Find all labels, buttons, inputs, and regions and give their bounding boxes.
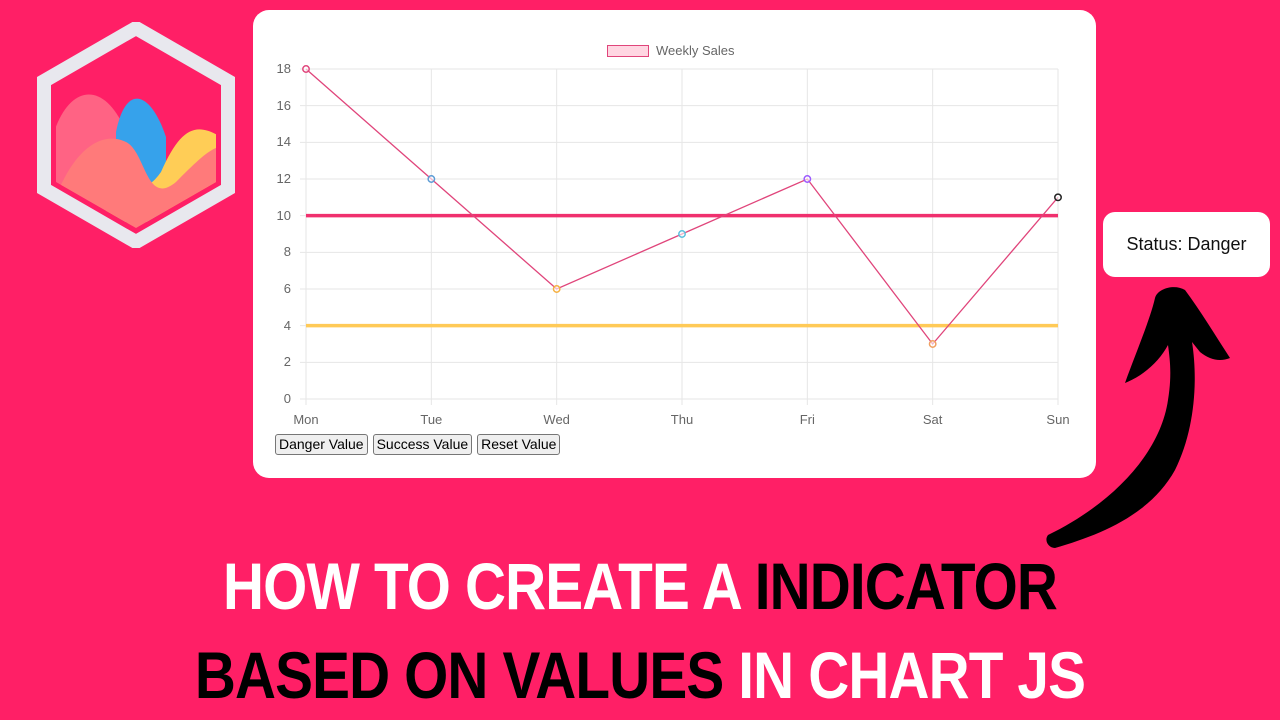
y-axis-tick: 10 — [276, 207, 291, 223]
y-axis-tick: 4 — [283, 317, 291, 333]
x-axis-tick: Tue — [420, 412, 443, 427]
y-axis-tick: 6 — [283, 281, 291, 296]
danger-value-button[interactable]: Danger Value — [275, 434, 368, 455]
data-point[interactable] — [928, 340, 937, 348]
y-axis-tick: 0 — [283, 391, 291, 406]
success-value-button[interactable]: Success Value — [372, 434, 473, 455]
x-axis-tick: Fri — [799, 412, 815, 427]
legend-label: Weekly Sales — [656, 43, 735, 58]
x-axis-tick: Wed — [543, 412, 570, 427]
data-point[interactable] — [552, 285, 561, 293]
x-axis-tick: Thu — [670, 412, 694, 427]
chartjs-logo-icon — [37, 22, 235, 248]
x-axis-tick: Sun — [1046, 412, 1070, 427]
data-point[interactable] — [1054, 193, 1062, 202]
button-row: Danger Value Success Value Reset Value — [275, 434, 561, 455]
y-axis-tick: 18 — [276, 61, 291, 76]
chart-legend[interactable]: Weekly Sales — [607, 43, 735, 58]
legend-swatch-icon — [607, 44, 649, 57]
headline-line-1: HOW TO CREATE A INDICATOR — [222, 549, 1058, 623]
data-point[interactable] — [803, 175, 812, 183]
status-text: Status: Danger — [1126, 234, 1247, 254]
line-chart — [300, 65, 1062, 405]
y-axis-tick: 14 — [276, 134, 291, 150]
y-axis-tick: 2 — [283, 354, 291, 370]
y-axis-tick: 8 — [283, 244, 291, 260]
x-axis-tick: Sat — [922, 412, 943, 427]
status-indicator: Status: Danger — [1103, 212, 1270, 277]
headline-line-2: BASED ON VALUES IN CHART JS — [194, 638, 1086, 712]
reset-value-button[interactable]: Reset Value — [477, 434, 561, 455]
curved-arrow-icon — [1046, 287, 1230, 548]
data-point[interactable] — [427, 175, 436, 183]
data-point[interactable] — [678, 230, 686, 238]
y-axis-tick: 12 — [276, 171, 291, 186]
y-axis-tick: 16 — [276, 97, 291, 113]
data-point[interactable] — [302, 65, 310, 73]
chart-card: Weekly Sales Danger Value Success Value … — [253, 10, 1096, 478]
x-axis-tick: Mon — [293, 412, 319, 427]
